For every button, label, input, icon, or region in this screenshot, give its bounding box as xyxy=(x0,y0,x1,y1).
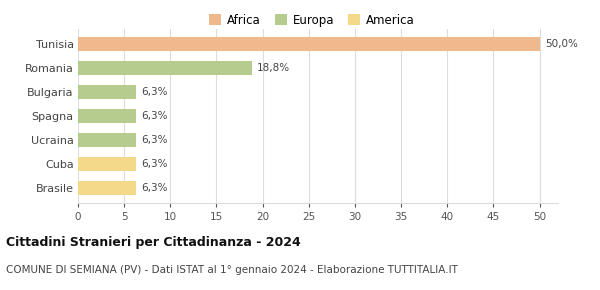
Bar xyxy=(78,181,136,195)
Text: 6,3%: 6,3% xyxy=(142,111,168,121)
Text: 50,0%: 50,0% xyxy=(545,39,578,49)
Bar xyxy=(78,85,136,99)
Text: Cittadini Stranieri per Cittadinanza - 2024: Cittadini Stranieri per Cittadinanza - 2… xyxy=(6,236,301,249)
Legend: Africa, Europa, America: Africa, Europa, America xyxy=(205,9,419,31)
Text: 6,3%: 6,3% xyxy=(142,159,168,169)
Bar xyxy=(78,133,136,147)
Bar xyxy=(78,157,136,171)
Text: 18,8%: 18,8% xyxy=(257,63,290,73)
Bar xyxy=(78,109,136,123)
Text: 6,3%: 6,3% xyxy=(142,135,168,145)
Text: COMUNE DI SEMIANA (PV) - Dati ISTAT al 1° gennaio 2024 - Elaborazione TUTTITALIA: COMUNE DI SEMIANA (PV) - Dati ISTAT al 1… xyxy=(6,265,458,275)
Bar xyxy=(78,61,251,75)
Text: 6,3%: 6,3% xyxy=(142,87,168,97)
Text: 6,3%: 6,3% xyxy=(142,183,168,193)
Bar xyxy=(78,37,539,51)
